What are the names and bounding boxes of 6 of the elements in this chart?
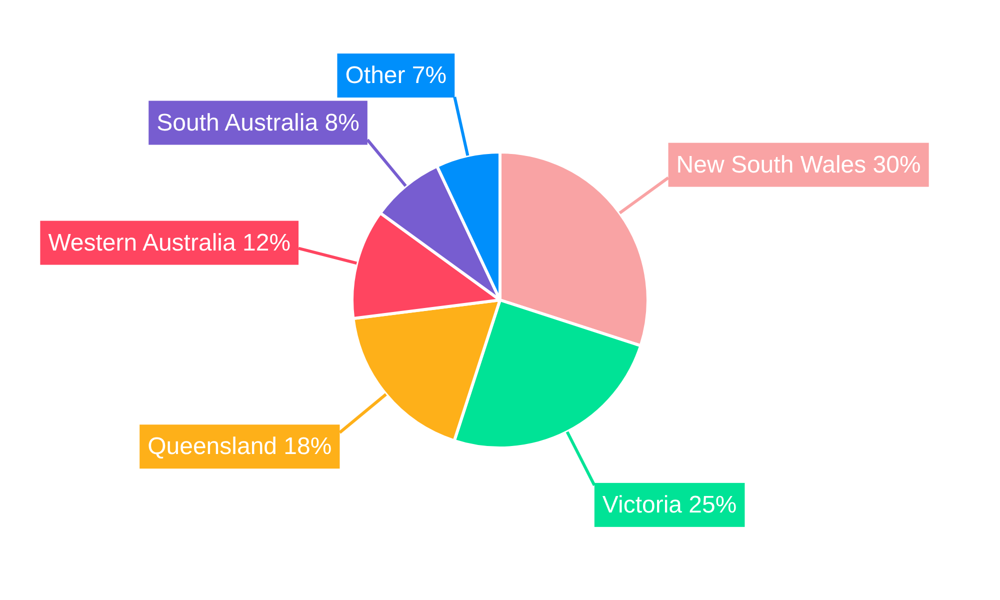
slice-label: Western Australia 12% [48,229,291,256]
slice-label: Queensland 18% [148,433,332,460]
slice-label: Other 7% [345,62,447,90]
slice-label: Victoria 25% [602,491,737,518]
slice-label: South Australia 8% [156,109,360,136]
slice-label: New South Wales 30% [676,151,921,178]
